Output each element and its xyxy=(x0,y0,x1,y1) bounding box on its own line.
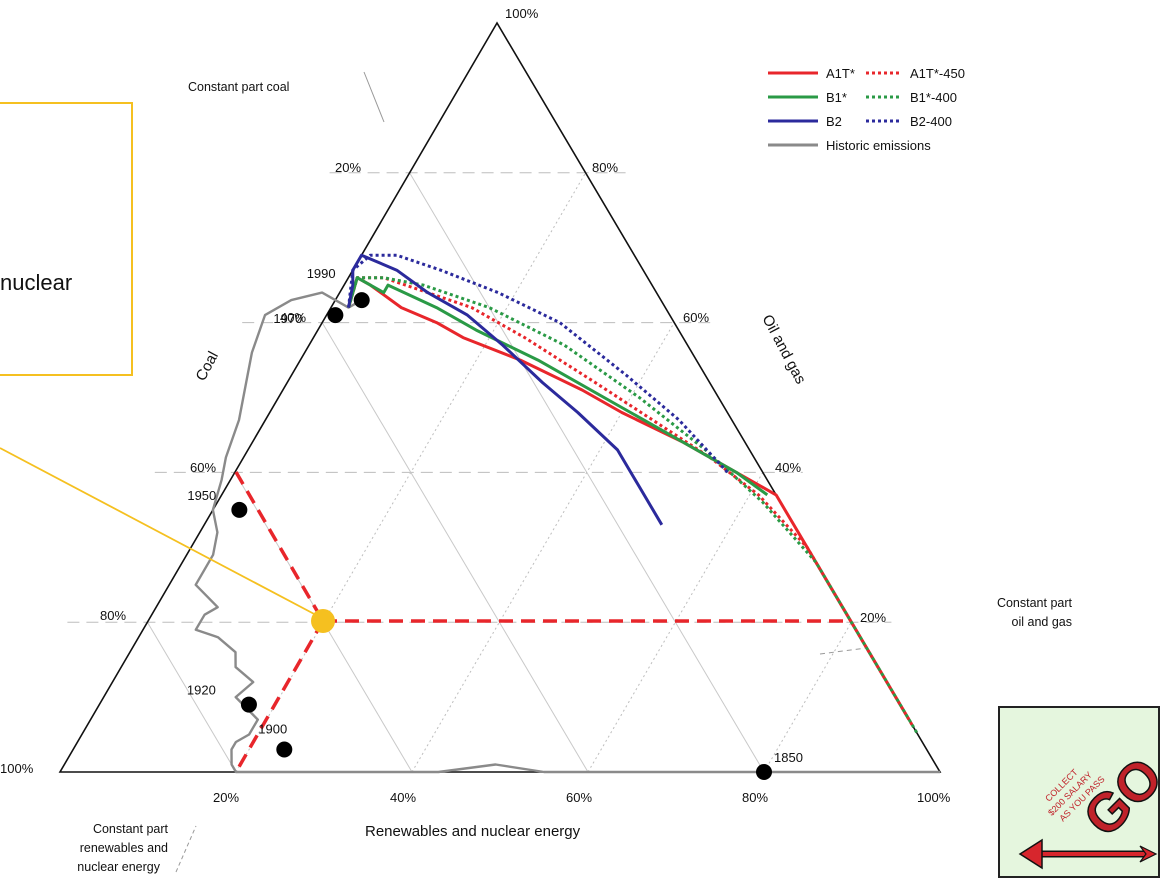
constant-oil-gas-note-line2: oil and gas xyxy=(1012,615,1072,629)
coal-tick-20: 20% xyxy=(335,160,361,175)
coal-tick-80: 80% xyxy=(100,608,126,623)
series-historic-emissions xyxy=(194,291,940,774)
grid-renewables-40 xyxy=(411,322,675,773)
oil-gas-tick-20: 20% xyxy=(860,610,886,625)
constant-renewables-note-line3: nuclear energy xyxy=(77,860,160,874)
year-marker-1970 xyxy=(327,307,344,324)
renewables-tick-20: 20% xyxy=(213,790,239,805)
oil-gas-tick-60: 60% xyxy=(683,310,709,325)
series-b1-400 xyxy=(347,276,920,736)
oil-gas-tick-80: 80% xyxy=(592,160,618,175)
legend-label-b1-400: B1*-400 xyxy=(910,90,957,105)
year-marker-1950 xyxy=(231,501,248,518)
callout-leader-line xyxy=(0,447,319,617)
year-marker-1920 xyxy=(240,696,257,713)
constant-coal-note: Constant part coal xyxy=(188,80,289,94)
constant-renewables-marker xyxy=(175,825,197,873)
year-label-1850: 1850 xyxy=(774,750,803,765)
legend-label-b2: B2 xyxy=(826,114,842,129)
triangle-outline xyxy=(58,21,942,773)
badge-arrow-tail xyxy=(1139,845,1158,863)
constant-renewables-note-line1: Constant part xyxy=(93,822,169,836)
coal-tick-100: 100% xyxy=(0,761,34,776)
renewables-tick-40: 40% xyxy=(390,790,416,805)
callout-box xyxy=(0,102,133,376)
oil-gas-ticks: 80% 60% 40% 20% xyxy=(592,160,886,625)
renewables-tick-60: 60% xyxy=(566,790,592,805)
year-label-1950: 1950 xyxy=(187,488,216,503)
series-layer xyxy=(194,253,940,774)
constant-oil-gas-marker xyxy=(819,647,867,655)
grid-coal-40 xyxy=(321,322,589,773)
coal-ticks: 20% 40% 60% 80% 100% xyxy=(0,160,361,776)
renewables-tick-80: 80% xyxy=(742,790,768,805)
renewables-ticks: 20% 40% 60% 80% 100% xyxy=(213,790,951,805)
coal-axis-title: Coal xyxy=(193,349,222,384)
legend-label-b1-: B1* xyxy=(826,90,847,105)
apex-tick-label: 100% xyxy=(505,6,539,21)
highlight-guides xyxy=(0,447,845,773)
constant-coal-marker xyxy=(363,71,385,123)
badge-arrow-head xyxy=(1018,838,1043,870)
legend-label-b2-400: B2-400 xyxy=(910,114,952,129)
series-a1t-450 xyxy=(347,276,915,728)
coal-tick-40: 40% xyxy=(280,310,306,325)
triangle-border xyxy=(58,21,942,773)
series-b2 xyxy=(347,253,664,526)
year-marker-1900 xyxy=(276,741,293,758)
years-layer: 1990 1970 1950 1920 1900 1850 xyxy=(187,266,803,780)
year-label-1900: 1900 xyxy=(258,722,287,737)
series-b1 xyxy=(347,276,769,497)
renewables-tick-100: 100% xyxy=(917,790,951,805)
go-badge-graphic: COLLECT $200 SALARY AS YOU PASS GO xyxy=(1018,746,1160,870)
highlight-point xyxy=(311,609,335,633)
grid-coal-80 xyxy=(146,621,237,773)
oil-gas-tick-40: 40% xyxy=(775,460,801,475)
series-b2-400 xyxy=(347,253,729,474)
callout-text: nuclear xyxy=(0,270,73,295)
renewables-axis-title: Renewables and nuclear energy xyxy=(365,823,581,840)
year-label-1970: 1970 xyxy=(273,311,302,326)
coal-tick-60: 60% xyxy=(190,460,216,475)
badge-go-text: GO xyxy=(1072,746,1160,848)
year-marker-1850 xyxy=(756,764,772,780)
year-marker-1990 xyxy=(353,292,370,309)
grid-renewables-80 xyxy=(763,621,852,773)
legend-label-a1t-450: A1T*-450 xyxy=(910,66,965,81)
legend-label-a1t-: A1T* xyxy=(826,66,855,81)
legend-label-historic-emissions: Historic emissions xyxy=(826,138,931,153)
constant-renewables-note-line2: renewables and xyxy=(80,841,168,855)
highlight-guide-to-coal xyxy=(234,471,325,622)
year-label-1920: 1920 xyxy=(187,683,216,698)
oil-gas-axis-title: Oil and gas xyxy=(758,312,809,387)
year-label-1990: 1990 xyxy=(307,266,336,281)
highlight-guide-to-renewables xyxy=(234,620,325,773)
constant-oil-gas-note-line1: Constant part xyxy=(997,596,1073,610)
go-badge: COLLECT $200 SALARY AS YOU PASS GO xyxy=(998,706,1160,878)
legend: A1T* A1T*-450 B1* B1*-400 B2 B2-400 Historic e… xyxy=(768,66,965,153)
